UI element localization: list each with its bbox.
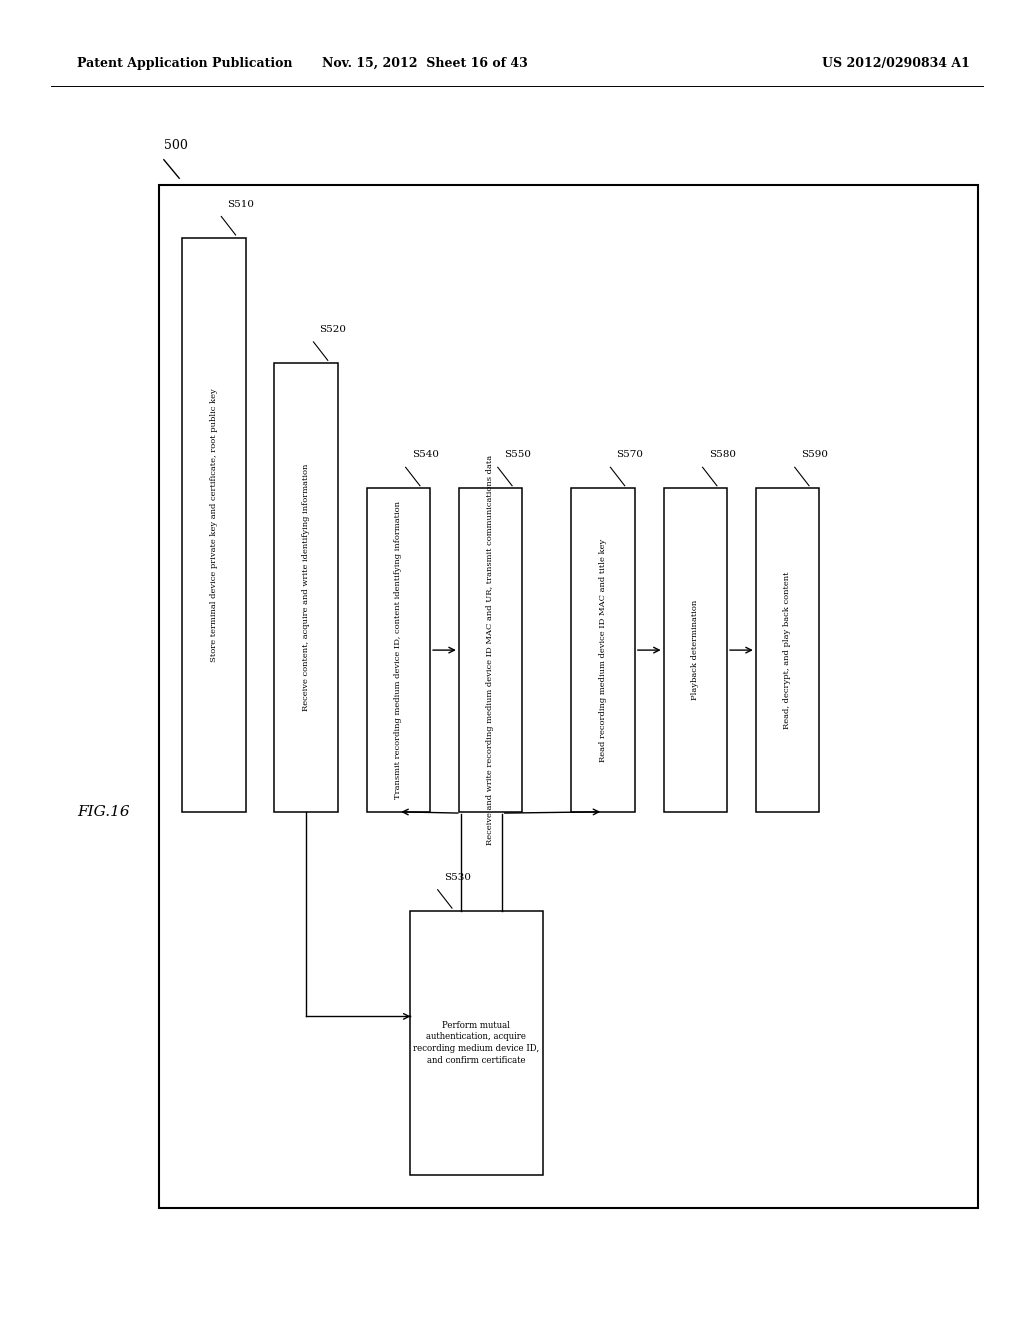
Text: Receive content, acquire and write identifying information: Receive content, acquire and write ident… <box>302 463 310 711</box>
Text: Transmit recording medium device ID, content identifying information: Transmit recording medium device ID, con… <box>394 502 402 799</box>
Text: S540: S540 <box>412 450 438 459</box>
Text: S510: S510 <box>227 199 254 209</box>
Bar <box>756 488 819 812</box>
Bar <box>664 488 727 812</box>
Bar <box>571 488 635 812</box>
Text: S550: S550 <box>504 450 530 459</box>
Bar <box>410 911 543 1175</box>
Bar <box>182 238 246 812</box>
Bar <box>274 363 338 812</box>
Bar <box>367 488 430 812</box>
Text: S590: S590 <box>801 450 827 459</box>
Text: S570: S570 <box>616 450 643 459</box>
Text: S520: S520 <box>319 325 346 334</box>
Text: Read, decrypt, and play back content: Read, decrypt, and play back content <box>783 572 792 729</box>
Text: Playback determination: Playback determination <box>691 601 699 700</box>
Bar <box>159 185 978 1208</box>
Text: Read recording medium device ID MAC and title key: Read recording medium device ID MAC and … <box>599 539 607 762</box>
Text: Patent Application Publication: Patent Application Publication <box>77 57 292 70</box>
Text: Store terminal device private key and certificate, root public key: Store terminal device private key and ce… <box>210 388 218 661</box>
Text: US 2012/0290834 A1: US 2012/0290834 A1 <box>822 57 970 70</box>
Text: S580: S580 <box>709 450 735 459</box>
Text: S530: S530 <box>443 873 471 882</box>
Text: Nov. 15, 2012  Sheet 16 of 43: Nov. 15, 2012 Sheet 16 of 43 <box>323 57 527 70</box>
Bar <box>459 488 522 812</box>
Text: Perform mutual
authentication, acquire
recording medium device ID,
and confirm c: Perform mutual authentication, acquire r… <box>413 1020 540 1065</box>
Text: Receive and write recording medium device ID MAC and UR, transmit communications: Receive and write recording medium devic… <box>486 455 495 845</box>
Text: 500: 500 <box>164 139 187 152</box>
Text: FIG.16: FIG.16 <box>77 805 129 818</box>
